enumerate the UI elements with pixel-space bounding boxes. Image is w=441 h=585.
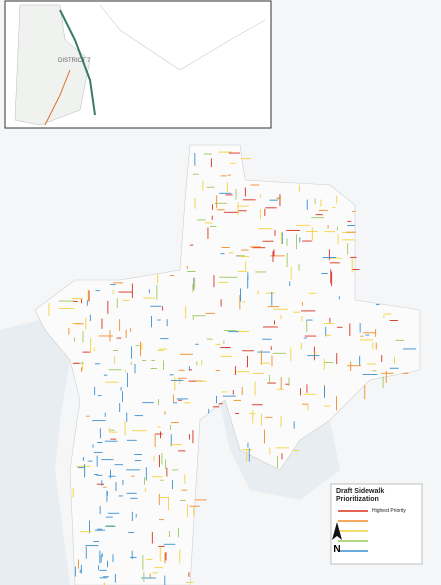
north-arrow <box>332 522 342 540</box>
inset-road <box>59 9 96 116</box>
bay-water <box>0 320 70 585</box>
inset-label: DISTRICT 7 <box>58 58 91 64</box>
inset-road <box>44 69 71 126</box>
legend-item: Highest Priority <box>372 508 406 514</box>
legend-title: Draft Sidewalk Prioritization <box>336 488 385 503</box>
north-label: N <box>333 544 340 555</box>
inset-boundary <box>99 4 266 71</box>
streets <box>48 151 417 585</box>
city-land <box>34 144 421 585</box>
